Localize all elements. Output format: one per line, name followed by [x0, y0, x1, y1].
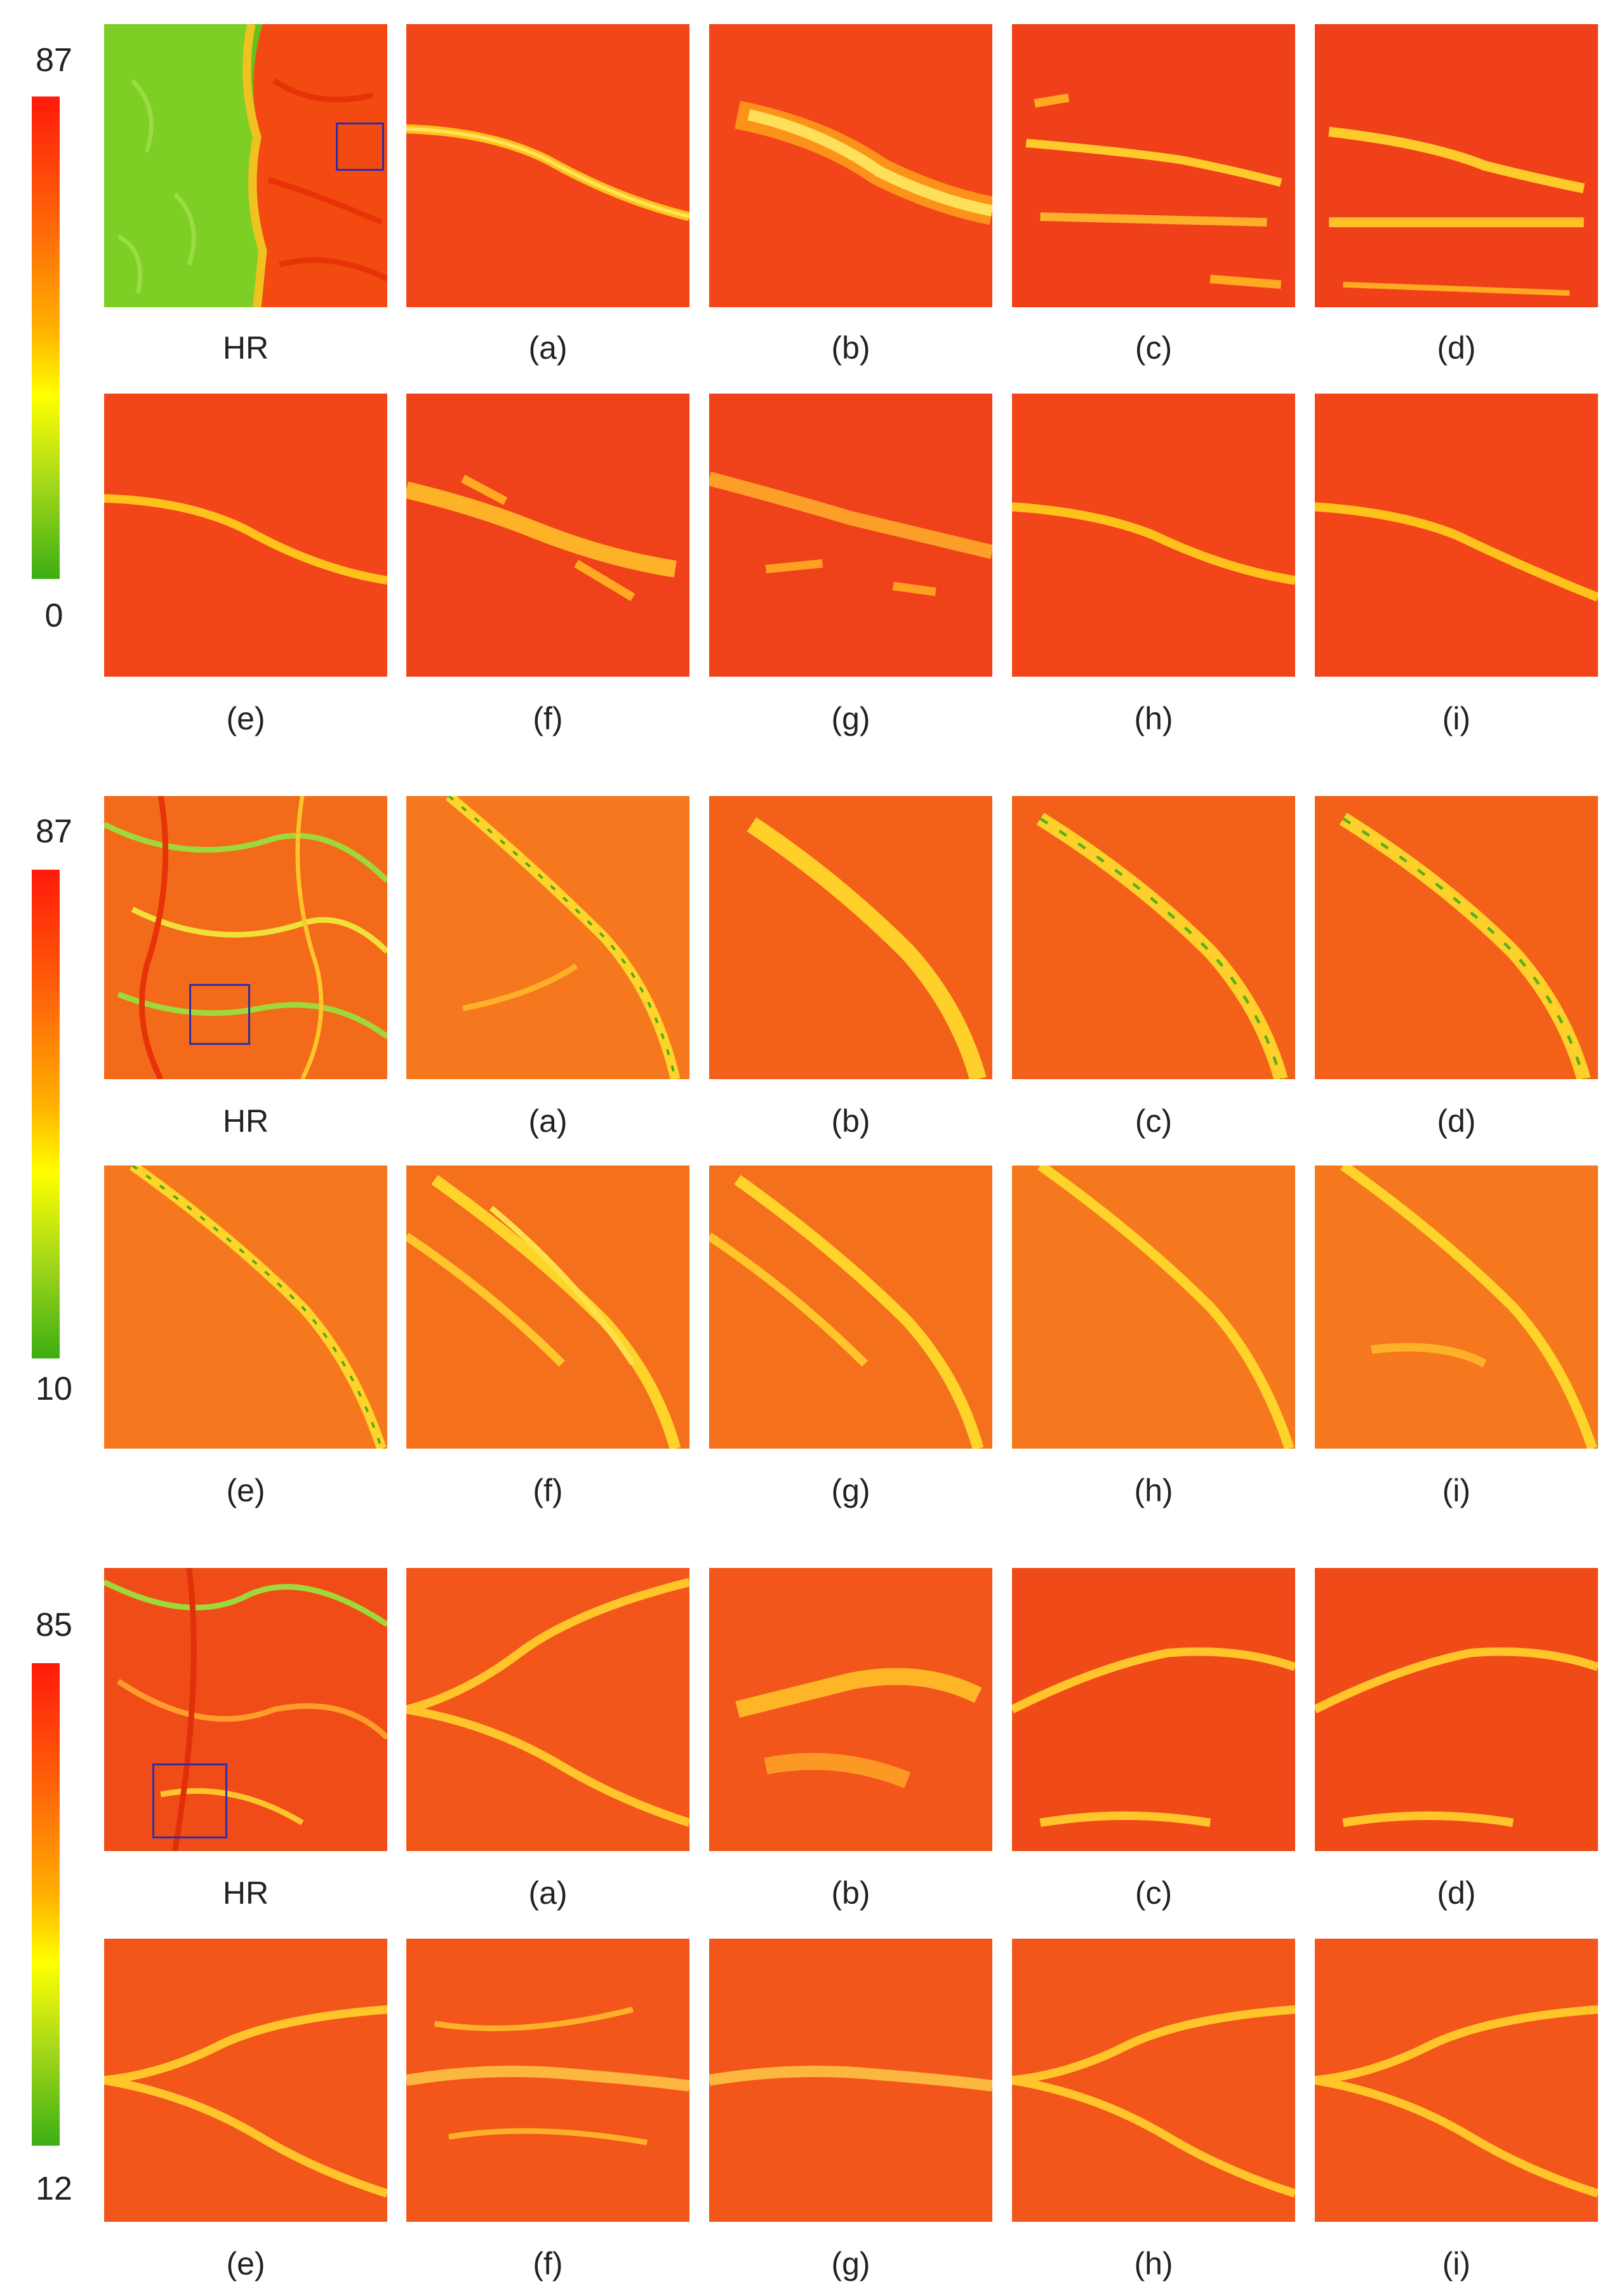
panel-b-label: (b): [831, 1103, 870, 1139]
panel-f-label: (f): [533, 1473, 563, 1508]
panel-a-tile: [406, 796, 689, 1079]
hr-tile: [104, 796, 387, 1079]
panel-e-tile: [104, 1165, 387, 1449]
panel-c-tile: [1012, 796, 1295, 1079]
panel-h-label: (h): [1134, 701, 1173, 736]
hr-label: HR: [222, 1875, 269, 1911]
panel-e-tile: [104, 1939, 387, 2222]
colorbar-min-label: 10: [36, 1371, 72, 1407]
panel-f-tile: [406, 1939, 689, 2222]
hr-label: HR: [222, 330, 269, 366]
panel-h-tile: [1012, 1165, 1295, 1449]
panel-c-label: (c): [1135, 330, 1173, 366]
panel-e-tile: [104, 394, 387, 677]
colorbar-max-label: 85: [36, 1607, 72, 1644]
panel-g-tile: [709, 1939, 992, 2222]
panel-c-label: (c): [1135, 1103, 1173, 1139]
panel-f-tile: [406, 1165, 689, 1449]
panel-g-label: (g): [831, 2246, 870, 2281]
panel-b-tile: [709, 24, 992, 307]
panel-i-label: (i): [1442, 1473, 1471, 1508]
panel-i-label: (i): [1442, 2246, 1471, 2281]
colorbar: [32, 1663, 60, 2146]
roi-box: [336, 123, 384, 171]
panel-a-tile: [406, 24, 689, 307]
panel-c-label: (c): [1135, 1875, 1173, 1911]
panel-e-label: (e): [226, 701, 265, 736]
panel-d-tile: [1315, 796, 1598, 1079]
panel-g-label: (g): [831, 701, 870, 736]
panel-g-label: (g): [831, 1473, 870, 1508]
colorbar-min-label: 12: [36, 2170, 72, 2207]
panel-c-tile: [1012, 24, 1295, 307]
colorbar: [32, 96, 60, 579]
colorbar-min-label: 0: [44, 597, 63, 634]
panel-g-tile: [709, 394, 992, 677]
panel-i-label: (i): [1442, 701, 1471, 736]
panel-d-tile: [1315, 1568, 1598, 1851]
panel-d-tile: [1315, 24, 1598, 307]
panel-h-tile: [1012, 394, 1295, 677]
panel-i-tile: [1315, 394, 1598, 677]
panel-d-label: (d): [1437, 1875, 1476, 1911]
hr-tile: [104, 24, 387, 307]
panel-g-tile: [709, 1165, 992, 1449]
hr-tile: [104, 1568, 387, 1851]
panel-f-label: (f): [533, 2246, 563, 2281]
panel-d-label: (d): [1437, 1103, 1476, 1139]
panel-c-tile: [1012, 1568, 1295, 1851]
panel-a-label: (a): [528, 1103, 568, 1139]
colorbar-max-label: 87: [36, 813, 72, 850]
panel-h-label: (h): [1134, 1473, 1173, 1508]
colorbar-max-label: 87: [36, 42, 72, 79]
panel-h-label: (h): [1134, 2246, 1173, 2281]
panel-d-label: (d): [1437, 330, 1476, 366]
panel-b-label: (b): [831, 330, 870, 366]
panel-e-label: (e): [226, 2246, 265, 2281]
panel-b-tile: [709, 796, 992, 1079]
panel-a-label: (a): [528, 1875, 568, 1911]
panel-f-label: (f): [533, 701, 563, 736]
panel-f-tile: [406, 394, 689, 677]
colorbar: [32, 870, 60, 1358]
panel-a-tile: [406, 1568, 689, 1851]
panel-i-tile: [1315, 1939, 1598, 2222]
panel-b-tile: [709, 1568, 992, 1851]
panel-h-tile: [1012, 1939, 1295, 2222]
panel-b-label: (b): [831, 1875, 870, 1911]
panel-e-label: (e): [226, 1473, 265, 1508]
panel-a-label: (a): [528, 330, 568, 366]
hr-label: HR: [222, 1103, 269, 1139]
roi-box: [189, 984, 250, 1045]
panel-i-tile: [1315, 1165, 1598, 1449]
roi-box: [152, 1763, 227, 1838]
